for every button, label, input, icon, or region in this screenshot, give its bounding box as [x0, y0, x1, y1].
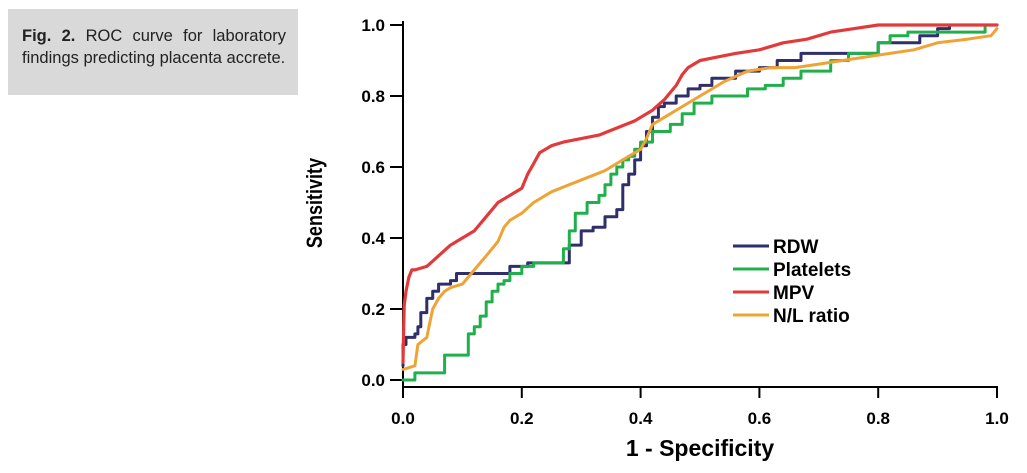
- x-tick-label: 1.0: [985, 409, 1009, 428]
- y-tick-label: 0.8: [361, 87, 385, 106]
- series-line-platelets: [401, 23, 999, 382]
- series-lines: [401, 23, 999, 382]
- x-tick-label: 0.6: [748, 409, 772, 428]
- legend-label: MPV: [773, 283, 815, 304]
- x-tick-label: 0.2: [510, 409, 534, 428]
- legend-label: RDW: [773, 237, 818, 258]
- figure-caption-text: ROC curve for laboratory findings predic…: [22, 27, 286, 67]
- series-line-rdw: [401, 23, 999, 368]
- x-tick-label: 0.8: [866, 409, 890, 428]
- x-axis-title: 1 - Specificity: [626, 435, 774, 461]
- y-tick-label: 1.0: [361, 16, 385, 35]
- y-axis-title: Sensitivity: [303, 157, 327, 248]
- legend-label: Platelets: [773, 260, 851, 281]
- y-tick-label: 0.4: [361, 229, 385, 248]
- y-tick-label: 0.6: [361, 158, 385, 177]
- figure-caption: Fig. 2. ROC curve for laboratory finding…: [8, 9, 298, 95]
- x-tick-label: 0.0: [391, 409, 415, 428]
- y-tick-label: 0.2: [361, 300, 385, 319]
- series-line-mpv: [401, 23, 999, 364]
- series-line-n-l-ratio: [401, 27, 999, 371]
- y-tick-label: 0.0: [361, 371, 385, 390]
- axes: 0.0 0.2 0.4 0.6 0.8 1.0 0.0 0.2 0.4 0.6 0.8 1.0: [361, 16, 1008, 428]
- legend-label: N/L ratio: [773, 306, 850, 327]
- figure-label: Fig. 2.: [22, 27, 76, 45]
- x-tick-label: 0.4: [629, 409, 653, 428]
